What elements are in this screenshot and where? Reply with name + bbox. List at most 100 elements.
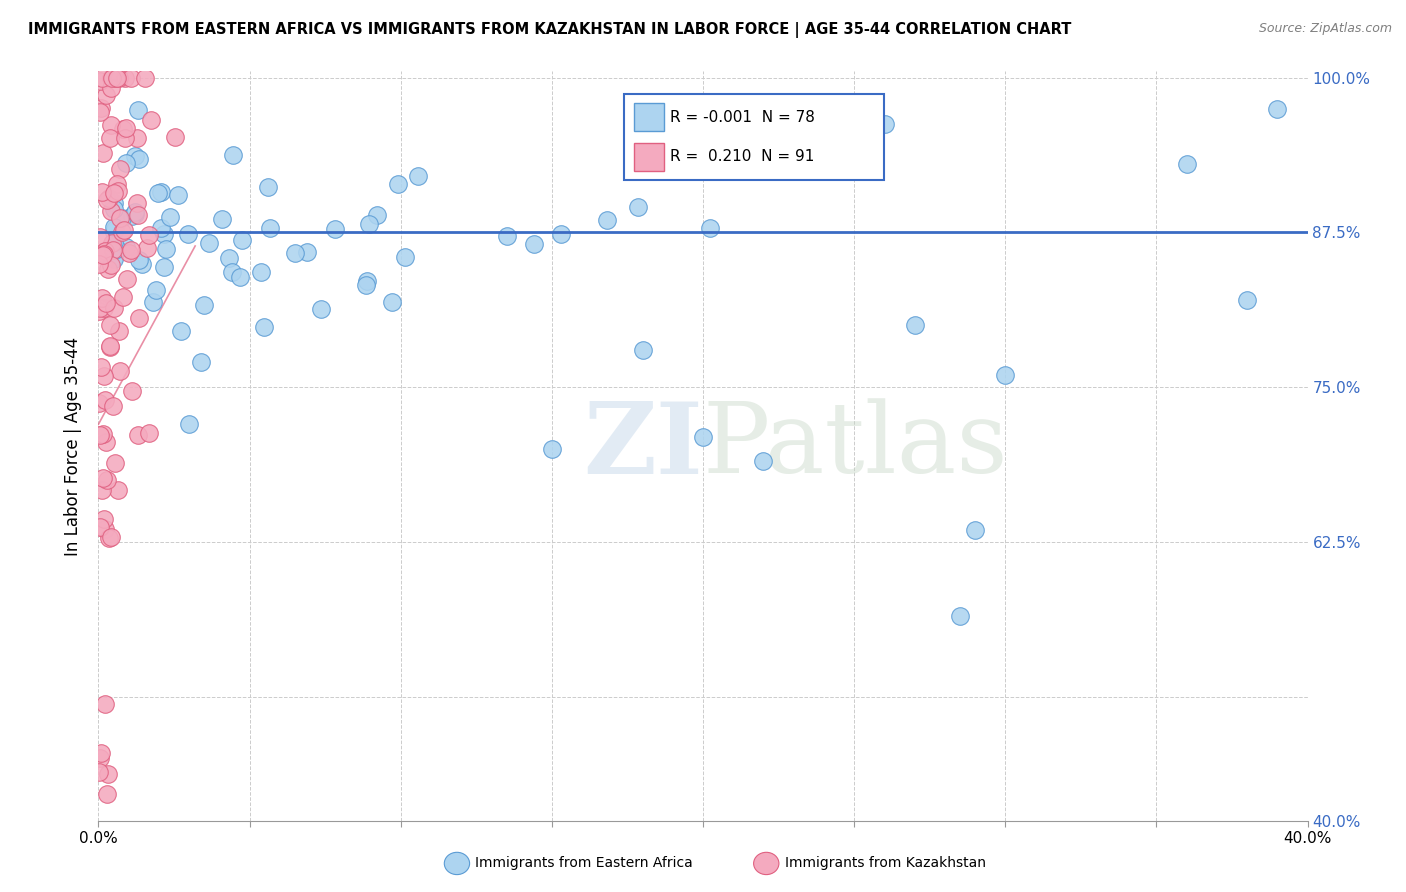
Point — [904, 318, 927, 333]
Point — [145, 283, 167, 297]
Point — [523, 237, 546, 252]
Point — [127, 208, 149, 222]
Point — [387, 178, 409, 192]
Point — [100, 70, 122, 85]
Point — [124, 205, 146, 219]
Y-axis label: In Labor Force | Age 35-44: In Labor Force | Age 35-44 — [65, 336, 83, 556]
Text: R =  0.210  N = 91: R = 0.210 N = 91 — [671, 149, 814, 164]
Point — [125, 196, 148, 211]
Point — [105, 70, 128, 85]
Point — [93, 512, 115, 526]
Point — [98, 340, 121, 354]
Point — [115, 271, 138, 285]
Point — [124, 207, 146, 221]
Point — [965, 523, 987, 537]
Point — [87, 257, 110, 271]
Point — [366, 208, 388, 222]
Text: Patlas: Patlas — [703, 398, 1008, 494]
Point — [631, 343, 654, 357]
Point — [211, 212, 233, 227]
Point — [97, 531, 120, 545]
Point — [89, 230, 111, 244]
Point — [89, 520, 111, 534]
Point — [111, 211, 134, 225]
Point — [284, 246, 307, 260]
Point — [115, 156, 138, 170]
Point — [101, 399, 124, 413]
Point — [101, 243, 124, 257]
Point — [408, 169, 430, 183]
Point — [93, 368, 115, 383]
Point — [98, 318, 121, 332]
Point — [100, 530, 122, 544]
Point — [93, 247, 115, 261]
Point — [138, 228, 160, 243]
Point — [699, 220, 721, 235]
Point — [121, 384, 143, 398]
Point — [97, 261, 120, 276]
Point — [108, 161, 131, 176]
Point — [1175, 157, 1198, 171]
Point — [139, 113, 162, 128]
Point — [127, 131, 149, 145]
Point — [135, 241, 157, 255]
Point — [108, 70, 131, 85]
Point — [354, 277, 377, 292]
Point — [93, 392, 115, 407]
Point — [127, 428, 149, 442]
Point — [103, 196, 125, 211]
Point — [100, 258, 122, 272]
Point — [96, 473, 118, 487]
Point — [91, 471, 114, 485]
Point — [297, 244, 319, 259]
Point — [103, 252, 125, 266]
Point — [134, 70, 156, 85]
Text: Immigrants from Kazakhstan: Immigrants from Kazakhstan — [785, 856, 986, 871]
Point — [357, 217, 380, 231]
Point — [89, 301, 111, 315]
Point — [91, 185, 114, 199]
Point — [153, 227, 176, 241]
Point — [98, 131, 121, 145]
Point — [752, 454, 775, 468]
Point — [117, 246, 139, 260]
Point — [100, 118, 122, 132]
Point — [257, 180, 280, 194]
Bar — [634, 143, 664, 171]
Point — [149, 185, 172, 199]
FancyBboxPatch shape — [624, 94, 884, 180]
Point — [949, 609, 972, 624]
Point — [540, 442, 562, 456]
Point — [90, 102, 112, 116]
Point — [90, 746, 112, 760]
Point — [1236, 293, 1258, 308]
Text: IMMIGRANTS FROM EASTERN AFRICA VS IMMIGRANTS FROM KAZAKHSTAN IN LABOR FORCE | AG: IMMIGRANTS FROM EASTERN AFRICA VS IMMIGR… — [28, 22, 1071, 38]
Point — [121, 209, 143, 223]
Text: R = -0.001  N = 78: R = -0.001 N = 78 — [671, 110, 815, 125]
Point — [108, 364, 131, 378]
Point — [114, 240, 136, 254]
Point — [114, 70, 136, 85]
Point — [222, 148, 245, 162]
Point — [190, 355, 212, 369]
Point — [120, 70, 142, 85]
Point — [124, 149, 146, 163]
Point — [104, 456, 127, 470]
Point — [114, 130, 136, 145]
Point — [120, 243, 142, 257]
Point — [91, 426, 114, 441]
Point — [127, 103, 149, 118]
Point — [103, 235, 125, 249]
Point — [98, 191, 121, 205]
Point — [103, 301, 125, 315]
Point — [721, 132, 744, 146]
Point — [101, 235, 124, 250]
Point — [91, 248, 114, 262]
Point — [107, 184, 129, 198]
Point — [103, 225, 125, 239]
Point — [218, 251, 240, 265]
Point — [496, 229, 519, 244]
Point — [91, 70, 114, 85]
Point — [89, 104, 111, 119]
Point — [193, 298, 215, 312]
